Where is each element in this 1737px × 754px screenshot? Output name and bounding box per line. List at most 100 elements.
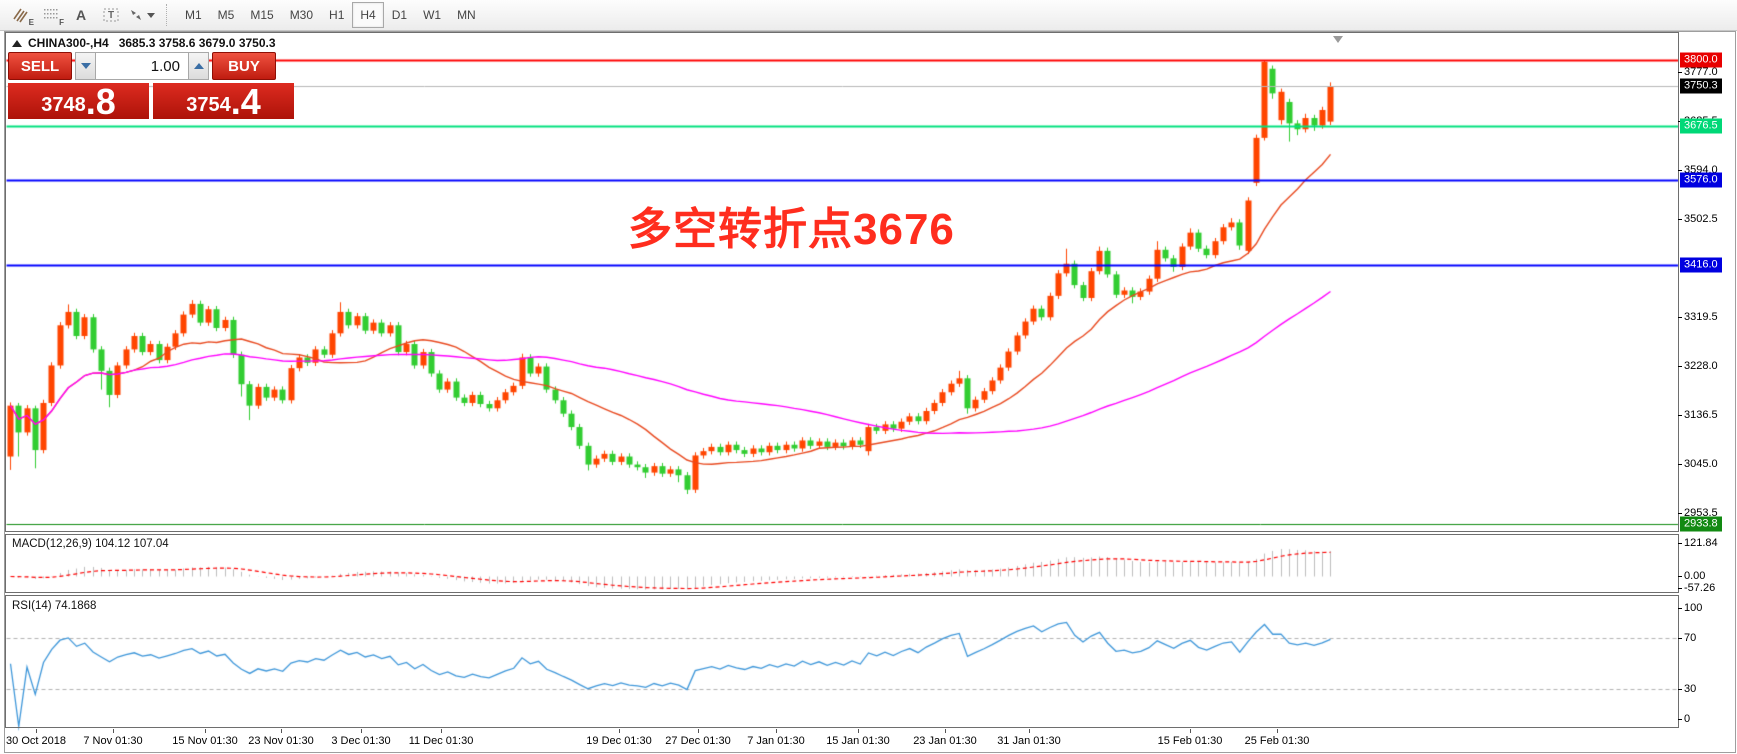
trade-controls-row: SELL BUY: [8, 52, 296, 80]
buy-button[interactable]: BUY: [212, 52, 276, 80]
time-tick-mark: [698, 729, 699, 733]
tf-button-H4[interactable]: H4: [352, 2, 384, 28]
timeframe-buttons-group: M1 M5 M15 M30 H1 H4 D1 W1 MN: [177, 2, 484, 28]
macd-tick-mark: [1678, 542, 1682, 544]
rsi-tick-label: 70: [1684, 631, 1697, 644]
sell-price-main: 3748: [41, 94, 86, 116]
time-tick-label[interactable]: 19 Dec 01:30: [586, 735, 652, 747]
tf-button-M5[interactable]: M5: [217, 8, 235, 22]
price-tick-label: 3777.0: [1684, 66, 1718, 78]
price-level-badge: 3800.0: [1680, 52, 1722, 68]
time-tick-label[interactable]: 7 Nov 01:30: [83, 735, 143, 747]
price-tick-mark: [1678, 317, 1682, 319]
text-box-tool-icon[interactable]: T: [96, 2, 126, 28]
price-tick-mark: [1678, 464, 1682, 466]
price-tick-mark: [1678, 513, 1682, 515]
time-tick-mark: [1029, 729, 1030, 733]
symbol-timeframe-label: CHINA300-,H4: [28, 36, 109, 50]
price-tick-mark: [1678, 219, 1682, 221]
tf-button-M15[interactable]: M15: [250, 8, 274, 22]
trade-prices-row: 3748 .8 3754 .4: [8, 81, 296, 122]
time-tick-label[interactable]: 23 Jan 01:30: [913, 735, 977, 747]
time-tick-label[interactable]: 11 Dec 01:30: [408, 735, 474, 747]
price-tick-label: 3319.5: [1684, 311, 1718, 324]
price-tick-mark: [1678, 72, 1682, 73]
time-tick-label[interactable]: 15 Feb 01:30: [1157, 735, 1223, 747]
price-tick-label: 3136.5: [1684, 409, 1718, 422]
chart-shift-marker-icon[interactable]: [1333, 36, 1343, 43]
volume-input[interactable]: [96, 52, 188, 80]
price-level-badge: 3576.0: [1680, 172, 1722, 188]
time-tick-label[interactable]: 30 Oct 2018: [6, 735, 66, 747]
macd-tick-mark: [1678, 576, 1682, 577]
time-tick-mark: [619, 729, 620, 733]
grid-f-tool-icon[interactable]: F: [36, 2, 66, 28]
chart-header: CHINA300-,H4 3685.3 3758.6 3679.0 3750.3: [12, 36, 276, 50]
time-tick-label[interactable]: 27 Dec 01:30: [665, 735, 731, 747]
time-tick-mark: [205, 729, 206, 733]
tf-button-W1[interactable]: W1: [423, 8, 442, 22]
macd-label: MACD(12,26,9) 104.12 107.04: [12, 538, 169, 550]
time-tick-label[interactable]: 31 Jan 01:30: [997, 735, 1061, 747]
sell-price-display[interactable]: 3748 .8: [8, 81, 149, 122]
time-tick-label[interactable]: 7 Jan 01:30: [747, 735, 805, 747]
macd-tick-label: -57.26: [1684, 582, 1716, 594]
buy-price-main: 3754: [186, 94, 231, 116]
volume-increase-button[interactable]: [188, 52, 209, 80]
collapse-triangle-icon[interactable]: [12, 39, 22, 47]
tf-button-MN[interactable]: MN: [457, 8, 476, 22]
rsi-tick-mark: [1678, 637, 1682, 639]
time-tick-mark: [1190, 729, 1191, 733]
buy-price-fraction: .4: [230, 81, 261, 122]
time-tick-mark: [361, 729, 362, 733]
tf-button-M30[interactable]: M30: [289, 8, 314, 22]
toolbar-separator: [166, 4, 171, 26]
price-level-badge: 2933.8: [1680, 516, 1722, 532]
sell-price-fraction: .8: [85, 81, 116, 122]
rsi-tick-label: 0: [1684, 713, 1691, 725]
rsi-label: RSI(14) 74.1868: [12, 600, 97, 612]
price-tick-label: 3228.0: [1684, 360, 1718, 373]
time-tick-mark: [281, 729, 282, 733]
price-level-badge: 3750.3: [1680, 78, 1722, 94]
price-level-badge: 3676.5: [1680, 118, 1722, 134]
time-tick-label[interactable]: 15 Jan 01:30: [826, 735, 890, 747]
macd-tick-label: 0.00: [1684, 570, 1706, 582]
time-tick-mark: [441, 729, 442, 733]
tf-button-M1[interactable]: M1: [185, 8, 202, 22]
time-tick-label[interactable]: 23 Nov 01:30: [248, 735, 314, 747]
time-tick-label[interactable]: 25 Feb 01:30: [1244, 735, 1310, 747]
tf-button-H1[interactable]: H1: [329, 8, 345, 22]
volume-decrease-button[interactable]: [75, 52, 96, 80]
crosshair-e-tool-icon[interactable]: E: [6, 2, 36, 28]
time-tick-mark: [858, 729, 859, 733]
rsi-tick-mark: [1678, 608, 1682, 609]
buy-price-display[interactable]: 3754 .4: [153, 81, 294, 122]
spinner-up-icon: [193, 63, 204, 69]
time-tick-mark: [945, 729, 946, 733]
price-level-badge: 3416.0: [1680, 257, 1722, 273]
rsi-tick-label: 100: [1684, 602, 1703, 614]
rsi-tick-mark: [1678, 719, 1682, 720]
tf-button-D1[interactable]: D1: [391, 8, 408, 22]
chart-text-annotation[interactable]: 多空转折点3676: [628, 205, 955, 254]
rsi-tick-label: 30: [1684, 682, 1697, 695]
ohlc-values: 3685.3 3758.6 3679.0 3750.3: [118, 36, 276, 50]
time-tick-label[interactable]: 15 Nov 01:30: [172, 735, 238, 747]
rsi-tick-mark: [1678, 688, 1682, 690]
spinner-down-icon: [80, 63, 91, 69]
price-tick-label: 2953.5: [1684, 507, 1718, 520]
arrows-tool-icon[interactable]: [126, 2, 156, 28]
sell-button[interactable]: SELL: [8, 52, 72, 80]
price-tick-mark: [1678, 366, 1682, 368]
time-tick-label[interactable]: 3 Dec 01:30: [331, 735, 391, 747]
price-tick-mark: [1678, 415, 1682, 417]
time-tick-mark: [36, 729, 37, 733]
time-tick-mark: [1277, 729, 1278, 733]
macd-tick-label: 121.84: [1684, 536, 1718, 549]
text-label-tool-icon[interactable]: A: [75, 7, 87, 23]
price-tick-mark: [1678, 170, 1682, 171]
